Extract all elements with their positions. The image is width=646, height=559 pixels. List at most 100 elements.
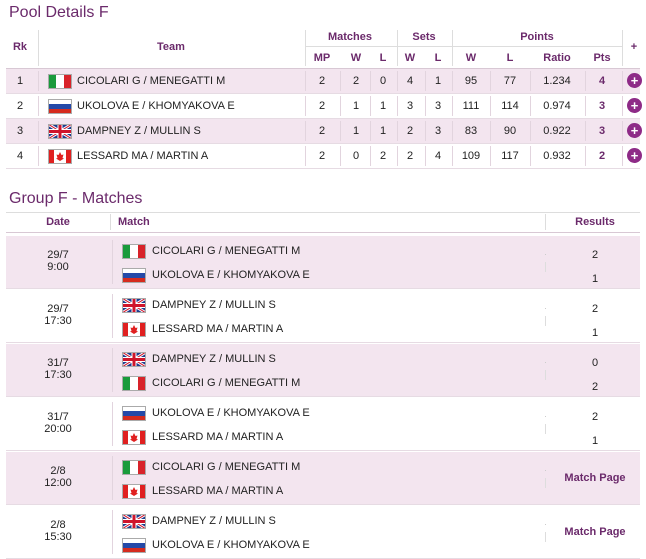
col-sep <box>305 121 306 141</box>
col-sep <box>452 146 453 166</box>
cell: 2 <box>318 100 326 112</box>
match-bg <box>6 452 640 504</box>
match-bg <box>6 506 640 558</box>
col-sep <box>545 478 546 488</box>
col-sep <box>38 121 39 141</box>
col-sep <box>397 146 398 166</box>
col-sep <box>545 254 546 255</box>
cell: 4 <box>598 75 606 87</box>
col-sep <box>622 96 623 116</box>
match-bg <box>6 236 640 288</box>
team-name: UKOLOVA E / KHOMYAKOVA E <box>152 407 310 419</box>
cell: 2 <box>379 150 387 162</box>
match-page-link[interactable]: Match Page <box>564 526 626 538</box>
team-name: DAMPNEY Z / MULLIN S <box>152 353 276 365</box>
col-sep <box>305 71 306 91</box>
row-bg <box>6 144 640 168</box>
header-sub: Pts <box>593 52 611 64</box>
flag <box>48 99 72 114</box>
col-sep <box>370 146 371 166</box>
cell: 4 <box>16 150 24 162</box>
flag <box>122 352 146 367</box>
col-sep <box>397 30 398 66</box>
team-name: DAMPNEY Z / MULLIN S <box>77 125 201 137</box>
col-sep <box>38 146 39 166</box>
match-date: 29/7 <box>47 249 69 261</box>
header-points: Points <box>520 31 554 43</box>
team-name: CICOLARI G / MENEGATTI M <box>152 461 301 473</box>
row-line <box>6 168 640 169</box>
team-name: CICOLARI G / MENEGATTI M <box>77 75 226 87</box>
result: 1 <box>591 273 599 285</box>
flag <box>122 268 146 283</box>
match-date: 2/8 <box>50 465 66 477</box>
match-time: 15:30 <box>44 531 72 543</box>
match-bg <box>6 398 640 450</box>
cell: 3 <box>598 100 606 112</box>
result: 2 <box>591 303 599 315</box>
match-date: 2/8 <box>50 519 66 531</box>
team-name: LESSARD MA / MARTIN A <box>152 431 284 443</box>
header-sub: L <box>506 52 514 64</box>
cell: 1 <box>352 125 360 137</box>
expand-button[interactable]: + <box>627 98 642 113</box>
cell: 2 <box>406 125 414 137</box>
col-sep <box>530 96 531 116</box>
cell: 1 <box>434 75 442 87</box>
col-sep <box>425 71 426 91</box>
header-team: Team <box>157 41 185 53</box>
cell: 117 <box>501 150 519 162</box>
header-sub: W <box>465 52 477 64</box>
flag <box>122 244 146 259</box>
col-sep <box>545 214 546 230</box>
expand-button[interactable]: + <box>627 73 642 88</box>
col-sep <box>490 121 491 141</box>
team-name: DAMPNEY Z / MULLIN S <box>152 299 276 311</box>
team-name: LESSARD MA / MARTIN A <box>77 150 209 162</box>
cell: 3 <box>598 125 606 137</box>
col-sep <box>545 524 546 525</box>
col-sep <box>305 146 306 166</box>
cell: 1.234 <box>543 75 571 87</box>
result: 1 <box>591 435 599 447</box>
matches-title: Group F - Matches <box>9 190 143 207</box>
expand-button[interactable]: + <box>627 123 642 138</box>
col-sep <box>340 121 341 141</box>
col-sep <box>490 71 491 91</box>
flag <box>122 298 146 313</box>
row-bg <box>6 119 640 143</box>
match-time: 20:00 <box>44 423 72 435</box>
team-name: LESSARD MA / MARTIN A <box>152 323 284 335</box>
match-date: 31/7 <box>47 357 69 369</box>
header-line <box>6 232 640 233</box>
header-match: Match <box>118 216 150 228</box>
team-name: DAMPNEY Z / MULLIN S <box>152 515 276 527</box>
col-sep <box>545 370 546 380</box>
match-time: 9:00 <box>47 261 69 273</box>
col-sep <box>545 316 546 326</box>
cell: 2 <box>406 150 414 162</box>
cell: 3 <box>16 125 24 137</box>
col-sep <box>112 294 113 338</box>
col-sep <box>397 121 398 141</box>
header-sets: Sets <box>412 31 436 43</box>
cell: 83 <box>464 125 478 137</box>
col-sep <box>622 30 623 66</box>
flag <box>48 74 72 89</box>
row-line <box>6 118 640 119</box>
pool-title: Pool Details F <box>9 4 109 21</box>
col-sep <box>545 416 546 417</box>
team-name: CICOLARI G / MENEGATTI M <box>152 377 301 389</box>
result: 2 <box>591 381 599 393</box>
col-sep <box>622 121 623 141</box>
header-sub: Ratio <box>543 52 571 64</box>
cell: 3 <box>434 125 442 137</box>
col-sep <box>545 262 546 272</box>
header-plus: + <box>630 41 638 53</box>
match-page-link[interactable]: Match Page <box>564 472 626 484</box>
col-sep <box>110 214 111 230</box>
cell: 90 <box>503 125 517 137</box>
team-name: UKOLOVA E / KHOMYAKOVA E <box>152 539 310 551</box>
expand-button[interactable]: + <box>627 148 642 163</box>
cell: 0.974 <box>543 100 571 112</box>
